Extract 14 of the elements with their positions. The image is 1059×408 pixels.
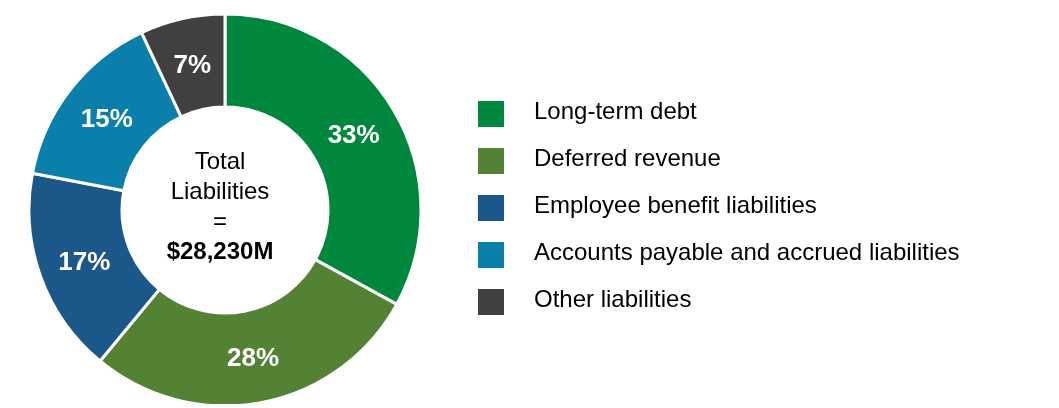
data-label: 7% xyxy=(173,49,212,80)
text: $28,230M xyxy=(166,236,274,264)
legend-label: Employee benefit liabilities xyxy=(534,190,817,218)
text: Total xyxy=(194,146,246,174)
text: Liabilities xyxy=(170,176,270,204)
data-label: 17% xyxy=(58,245,111,276)
text: = xyxy=(212,206,228,234)
data-label: 28% xyxy=(226,341,280,372)
legend-label: Long-term debt xyxy=(534,96,697,124)
data-label: 33% xyxy=(327,118,380,149)
legend-label: Accounts payable and accrued liabilities xyxy=(534,237,960,265)
data-label: 15% xyxy=(80,103,133,134)
legend-label: Deferred revenue xyxy=(534,143,721,171)
legend-label: Other liabilities xyxy=(534,284,692,312)
